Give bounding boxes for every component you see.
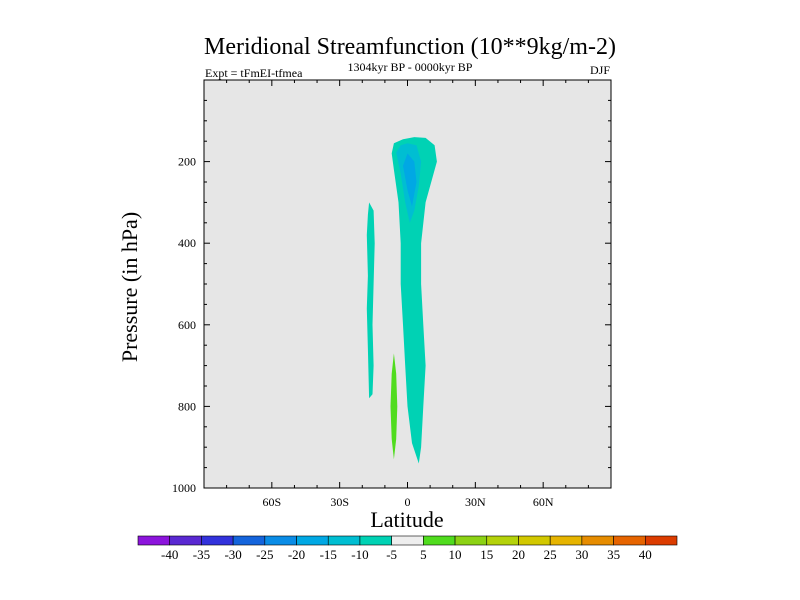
y-tick-label: 1000 xyxy=(172,481,196,495)
colorbar-level-label: -5 xyxy=(386,547,397,562)
contour-layer xyxy=(366,137,437,464)
colorbar-level-label: 35 xyxy=(607,547,620,562)
colorbar-swatch xyxy=(359,535,392,546)
x-tick-label: 60S xyxy=(262,495,281,509)
colorbar-swatch xyxy=(169,535,202,546)
y-tick-label: 800 xyxy=(178,399,196,413)
x-tick-label: 60N xyxy=(533,495,554,509)
colorbar-level-label: 20 xyxy=(512,547,525,562)
colorbar-level-label: 10 xyxy=(449,547,462,562)
colorbar-swatch xyxy=(264,535,297,546)
colorbar-level-label: -20 xyxy=(288,547,305,562)
colorbar-swatch xyxy=(454,535,488,546)
colorbar-swatch xyxy=(327,535,361,546)
experiment-label: Expt = tFmEI-tfmea xyxy=(205,66,303,80)
x-axis-label: Latitude xyxy=(370,507,443,532)
colorbar-level-label: -40 xyxy=(161,547,178,562)
contour-sh-lower-plus5 xyxy=(390,353,398,460)
colorbar-swatch xyxy=(232,535,266,546)
colorbar-level-label: -10 xyxy=(351,547,368,562)
colorbar-level-label: -15 xyxy=(320,547,337,562)
y-tick-label: 400 xyxy=(178,236,196,250)
colorbar-level-label: 5 xyxy=(420,547,427,562)
colorbar-swatch xyxy=(518,535,551,546)
chart-title: Meridional Streamfunction (10**9kg/m-2) xyxy=(204,34,616,60)
axis-ticks xyxy=(204,80,611,488)
season-label: DJF xyxy=(590,63,610,77)
contour-sh-column-minus5 xyxy=(366,202,375,399)
x-tick-label: 0 xyxy=(405,495,411,509)
colorbar-swatch xyxy=(549,535,583,546)
colorbar xyxy=(137,535,678,546)
colorbar-swatch xyxy=(137,535,171,546)
contour-upper-core-minus15 xyxy=(403,153,417,207)
colorbar-level-label: -25 xyxy=(256,547,273,562)
y-axis-label: Pressure (in hPa) xyxy=(117,212,142,362)
colorbar-swatch xyxy=(644,535,678,546)
colorbar-swatch xyxy=(581,535,614,546)
colorbar-level-label: -35 xyxy=(193,547,210,562)
chart-subtitle: 1304kyr BP - 0000kyr BP xyxy=(348,60,473,74)
y-tick-label: 200 xyxy=(178,155,196,169)
contour-tropical-column-minus5 xyxy=(391,137,437,464)
colorbar-swatch xyxy=(391,535,424,546)
x-tick-label: 30S xyxy=(330,495,349,509)
colorbar-level-label: 15 xyxy=(480,547,493,562)
y-tick-labels: 200 400 600 800 1000 xyxy=(172,155,196,495)
x-tick-label: 30N xyxy=(465,495,486,509)
colorbar-labels: -40 -35 -30 -25 -20 -15 -10 -5 5 10 15 20 25 30 35 40 xyxy=(161,547,652,562)
colorbar-swatch xyxy=(613,535,646,546)
colorbar-swatch xyxy=(201,535,234,546)
colorbar-level-label: -30 xyxy=(224,547,241,562)
colorbar-swatch xyxy=(486,535,519,546)
x-tick-labels: 60S 30S 0 30N 60N xyxy=(262,495,553,509)
colorbar-swatch xyxy=(423,535,456,546)
colorbar-level-label: 25 xyxy=(544,547,557,562)
colorbar-level-label: 40 xyxy=(639,547,652,562)
colorbar-level-label: 30 xyxy=(575,547,588,562)
y-tick-label: 600 xyxy=(178,318,196,332)
colorbar-swatch xyxy=(296,535,329,546)
